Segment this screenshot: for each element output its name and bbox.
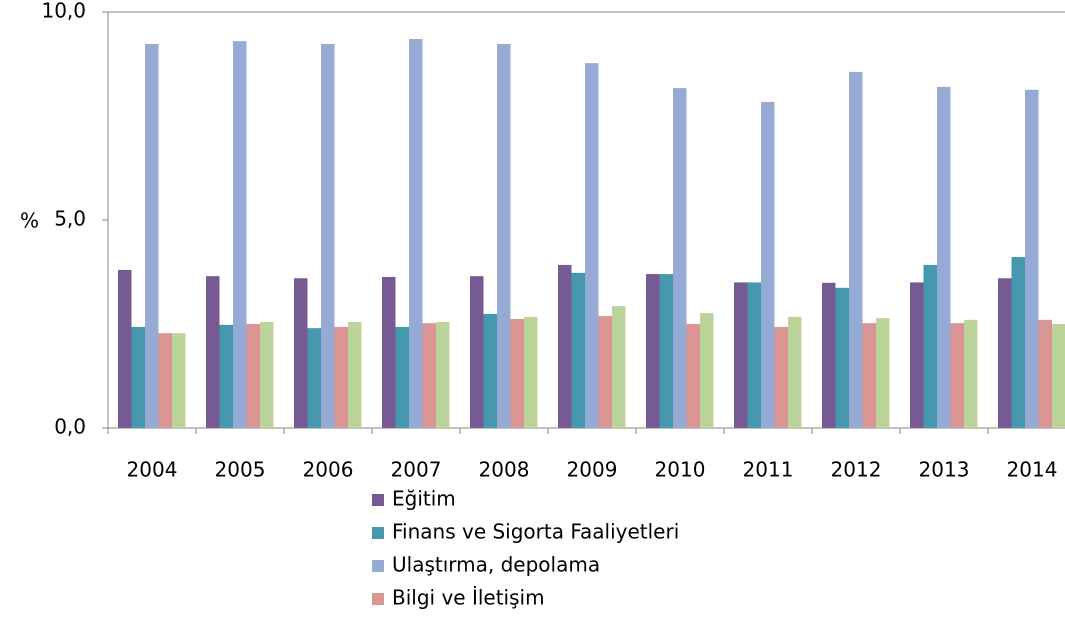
bar xyxy=(571,272,585,428)
bar xyxy=(1038,319,1052,428)
legend-label: Bilgi ve İletişim xyxy=(392,586,545,610)
bar xyxy=(409,39,423,428)
bar xyxy=(1052,324,1065,428)
legend-swatch xyxy=(372,494,384,506)
bar xyxy=(774,326,788,428)
legend-swatch xyxy=(372,527,384,539)
bar xyxy=(646,274,660,428)
x-tick-label: 2010 xyxy=(655,458,706,482)
bar xyxy=(246,324,260,428)
bar xyxy=(131,326,145,428)
legend-swatch xyxy=(372,593,384,605)
bar xyxy=(835,287,849,428)
bar xyxy=(862,323,876,428)
bar xyxy=(822,282,836,428)
bar xyxy=(937,86,951,428)
bar xyxy=(558,264,572,428)
bar xyxy=(422,323,436,428)
bar xyxy=(761,101,775,428)
bar xyxy=(395,326,409,428)
legend-swatch xyxy=(372,560,384,572)
bar xyxy=(673,88,687,429)
bar xyxy=(747,282,761,428)
x-tick-label: 2012 xyxy=(831,458,882,482)
bar xyxy=(1011,257,1025,428)
bar xyxy=(998,278,1012,428)
bar xyxy=(118,269,132,428)
bar xyxy=(470,276,484,428)
bar xyxy=(436,321,450,428)
x-tick-label: 2008 xyxy=(479,458,530,482)
bar xyxy=(145,44,159,428)
y-tick-label: 0,0 xyxy=(54,415,86,439)
bar xyxy=(585,63,599,428)
bar xyxy=(734,282,748,428)
bar xyxy=(382,276,396,428)
bar xyxy=(849,71,863,429)
bar xyxy=(260,321,274,428)
bar xyxy=(1025,89,1039,429)
bar xyxy=(598,316,612,428)
bar xyxy=(788,316,802,428)
y-tick-label: 5,0 xyxy=(54,207,86,231)
bar xyxy=(923,264,937,428)
x-tick-label: 2004 xyxy=(127,458,178,482)
bar xyxy=(206,276,220,428)
bar xyxy=(524,316,538,428)
bar xyxy=(876,318,890,428)
bar xyxy=(348,321,362,428)
legend-label: Ulaştırma, depolama xyxy=(392,553,600,577)
bar xyxy=(510,319,524,428)
x-tick-label: 2007 xyxy=(391,458,442,482)
bar xyxy=(321,44,335,428)
bar xyxy=(172,333,186,428)
bar xyxy=(483,314,497,428)
x-tick-label: 2006 xyxy=(303,458,354,482)
bar xyxy=(910,282,924,428)
y-tick-label: 10,0 xyxy=(41,0,86,23)
legend-label: Eğitim xyxy=(392,487,456,511)
bar xyxy=(158,333,172,428)
y-axis-label: % xyxy=(20,209,39,233)
x-tick-label: 2011 xyxy=(743,458,794,482)
bar xyxy=(497,44,511,428)
bar xyxy=(686,324,700,428)
legend-label: Finans ve Sigorta Faaliyetleri xyxy=(392,520,679,544)
x-tick-label: 2005 xyxy=(215,458,266,482)
bar xyxy=(307,328,321,428)
bar xyxy=(219,324,233,428)
bar xyxy=(659,274,673,428)
bar xyxy=(334,326,348,428)
x-tick-label: 2013 xyxy=(919,458,970,482)
bar xyxy=(950,323,964,428)
bar xyxy=(233,41,247,429)
bar xyxy=(612,306,626,428)
x-tick-label: 2009 xyxy=(567,458,618,482)
x-tick-label: 2014 xyxy=(1007,458,1058,482)
bar xyxy=(964,319,978,428)
bar xyxy=(294,278,308,428)
bar xyxy=(700,313,714,428)
